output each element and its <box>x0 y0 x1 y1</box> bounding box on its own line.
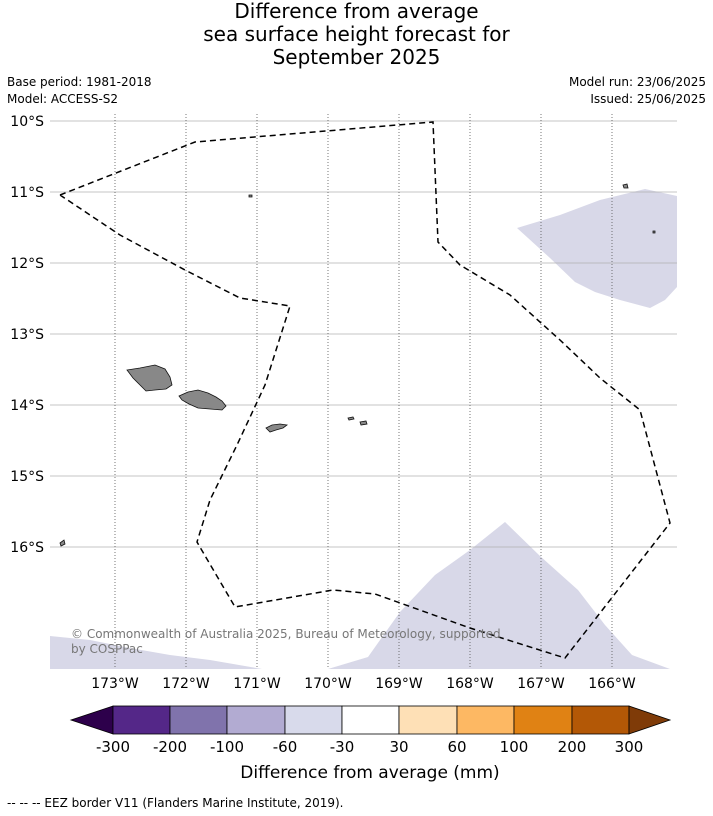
model-name: Model: ACCESS-S2 <box>7 92 119 106</box>
swains-island <box>622 183 629 189</box>
savaii-island <box>126 364 173 392</box>
colorbar-extend-low <box>69 705 114 735</box>
rose-atoll <box>248 194 253 198</box>
lat-label-15s: 15°S <box>10 469 44 485</box>
colorbar-bin-1 <box>112 705 171 735</box>
colorbar-tick-label: 100 <box>500 738 529 756</box>
colorbar-bin-8 <box>513 705 573 735</box>
latitude-labels: 10°S 11°S 12°S 13°S 14°S 15°S 16°S <box>10 114 44 556</box>
lon-label-168w: 168°W <box>446 676 494 692</box>
eez-border <box>59 121 671 659</box>
lon-label-170w: 170°W <box>304 676 352 692</box>
map-panel <box>50 114 677 669</box>
colorbar-bin-4 <box>284 705 343 735</box>
lat-label-12s: 12°S <box>10 256 44 272</box>
longitude-labels: 173°W 172°W 171°W 170°W 169°W 168°W 167°… <box>91 676 636 692</box>
lon-label-167w: 167°W <box>517 676 565 692</box>
colorbar-tick-label: 30 <box>389 738 408 756</box>
colorbar-bin-6 <box>398 705 458 735</box>
colorbar-tick-label: -300 <box>96 738 130 756</box>
colorbar-tick-label: -60 <box>273 738 298 756</box>
issued-date: Issued: 25/06/2025 <box>590 92 706 106</box>
tutuila-island <box>265 423 289 433</box>
colorbar-tick-label: 200 <box>558 738 587 756</box>
colorbar-bin-3 <box>226 705 286 735</box>
copyright-line-2: by COSPPac <box>71 642 143 656</box>
colorbar-ticks: -300 -200 -100 -60 -30 30 60 100 200 300 <box>96 738 643 756</box>
small-islet-west <box>59 539 66 547</box>
latitude-gridlines <box>50 120 677 548</box>
lat-label-10s: 10°S <box>10 114 44 130</box>
colorbar-label: Difference from average (mm) <box>240 763 499 783</box>
colorbar-bin-2 <box>169 705 228 735</box>
anomaly-region-southwest <box>50 636 262 669</box>
title-line-1: Difference from average <box>234 0 479 23</box>
meta-left: Base period: 1981-2018 Model: ACCESS-S2 <box>7 74 152 108</box>
colorbar-tick-label: 300 <box>615 738 644 756</box>
colorbar-bin-5 <box>341 705 400 735</box>
lat-label-16s: 16°S <box>10 540 44 556</box>
colorbar-tick-label: -30 <box>330 738 355 756</box>
colorbar-bin-7 <box>456 705 515 735</box>
copyright-line-1: © Commonwealth of Australia 2025, Bureau… <box>71 627 501 641</box>
manua-island-2 <box>359 420 368 426</box>
title-line-2: sea surface height forecast for <box>203 22 510 46</box>
eez-legend: -- -- -- EEZ border V11 (Flanders Marine… <box>7 796 344 810</box>
colorbar-tick-label: -100 <box>210 738 244 756</box>
model-run: Model run: 23/06/2025 <box>568 75 706 89</box>
upolu-island <box>178 389 227 411</box>
lon-label-172w: 172°W <box>162 676 210 692</box>
land-islands <box>59 183 656 547</box>
manua-island-1 <box>347 416 355 421</box>
small-islet-east <box>652 230 656 234</box>
lon-label-169w: 169°W <box>375 676 423 692</box>
colorbar-tick-label: 60 <box>447 738 466 756</box>
title-line-3: September 2025 <box>272 45 441 69</box>
colorbar <box>69 705 672 735</box>
longitude-gridlines <box>114 114 613 669</box>
map-frame <box>50 114 677 669</box>
colorbar-extend-high <box>628 705 672 735</box>
lat-label-11s: 11°S <box>10 185 44 201</box>
lon-label-173w: 173°W <box>91 676 139 692</box>
anomaly-region-northeast <box>517 189 677 308</box>
colorbar-bin-9 <box>571 705 630 735</box>
lon-label-166w: 166°W <box>588 676 636 692</box>
base-period: Base period: 1981-2018 <box>7 75 152 89</box>
chart-title: Difference from average sea surface heig… <box>0 0 713 69</box>
lon-label-171w: 171°W <box>233 676 281 692</box>
colorbar-tick-label: -200 <box>153 738 187 756</box>
lat-label-13s: 13°S <box>10 327 44 343</box>
lat-label-14s: 14°S <box>10 398 44 414</box>
meta-right: Model run: 23/06/2025 Issued: 25/06/2025 <box>569 74 706 108</box>
